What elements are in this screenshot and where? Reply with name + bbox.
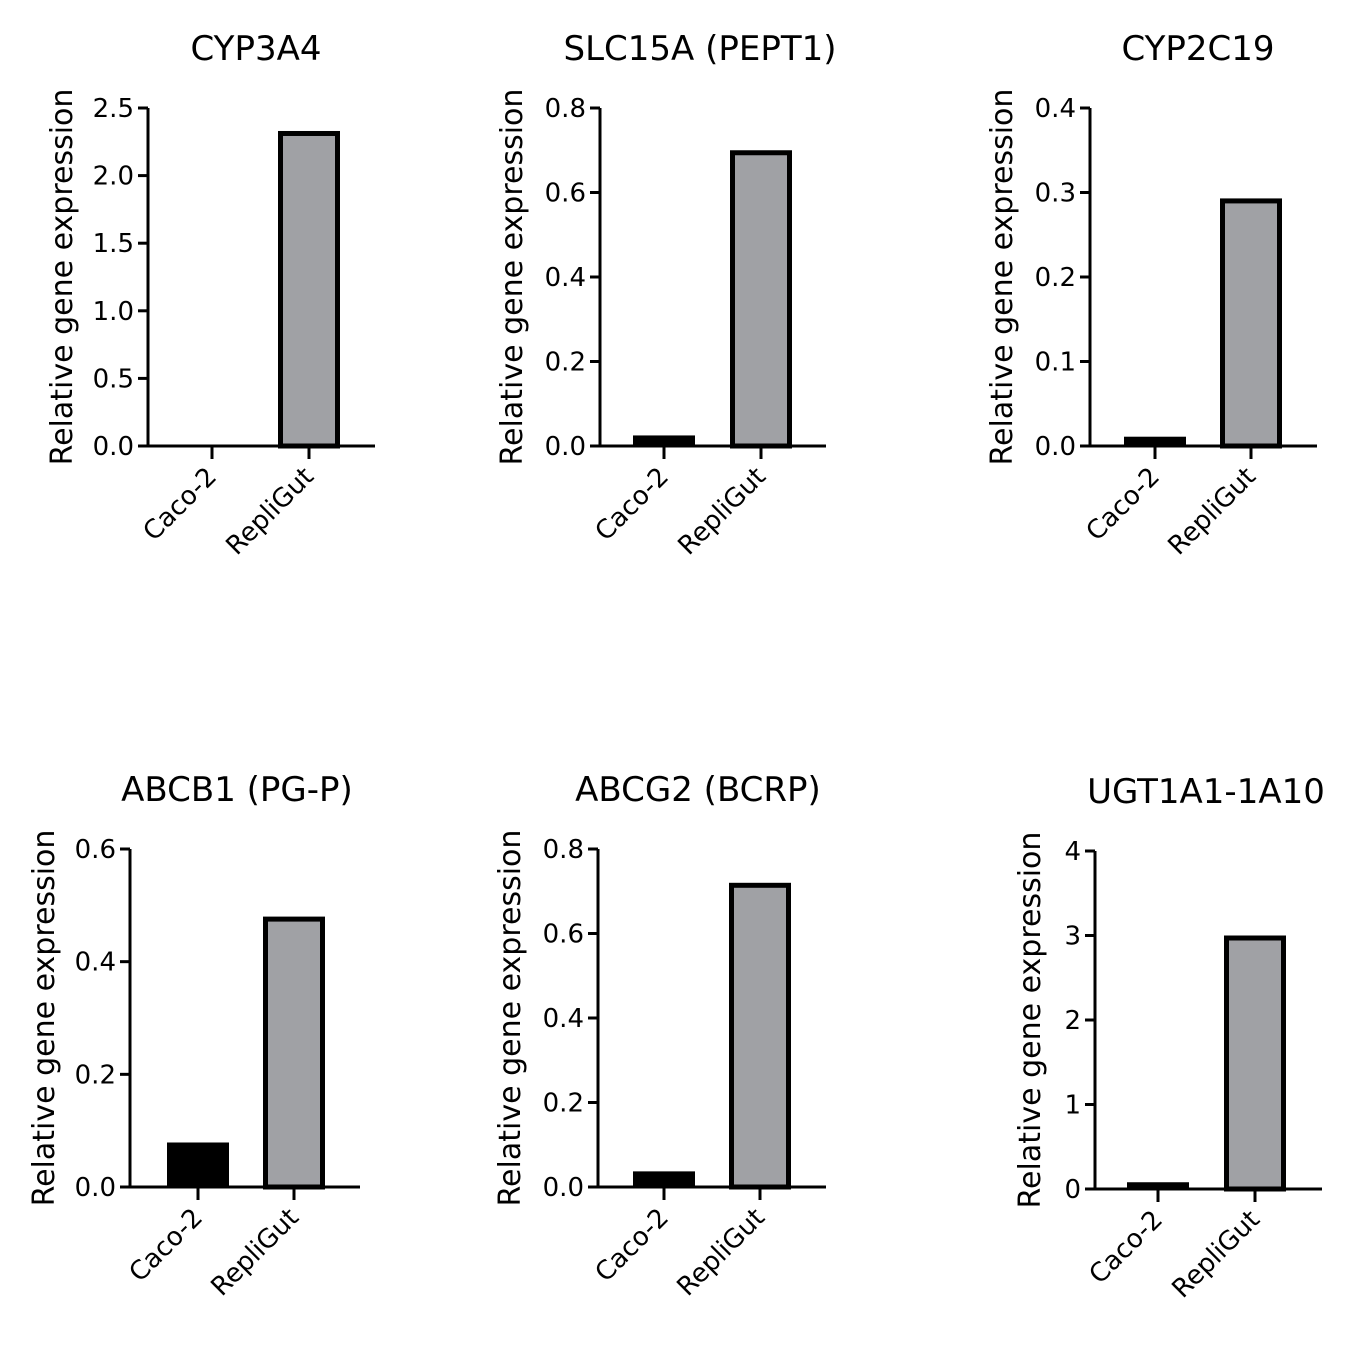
y-axis-label: Relative gene expression: [27, 830, 62, 1207]
chart-title: SLC15A (PEPT1): [563, 29, 836, 69]
chart-panel-1: CYP3A4 Relative gene expression 0.0 0.5 1.0 1…: [45, 29, 375, 561]
chart-panel-4: ABCB1 (PG-P) Relative gene expression 0.0 0…: [27, 770, 360, 1302]
y-tick-label: 2.5: [93, 94, 134, 124]
y-tick-label: 0.0: [543, 1173, 584, 1203]
chart-panel-3: CYP2C19 Relative gene expression 0.0 0.1 0.2…: [985, 29, 1317, 561]
y-tick-label: 0.0: [1035, 432, 1076, 462]
chart-title: UGT1A1-1A10: [1087, 772, 1325, 812]
y-tick-label: 1: [1064, 1091, 1081, 1121]
y-tick-label: 0.5: [93, 364, 134, 394]
bar-repligut: [263, 916, 325, 1190]
x-tick-label: Caco-2: [1081, 462, 1166, 547]
y-tick-label: 3: [1064, 922, 1081, 952]
y-axis-label: Relative gene expression: [985, 89, 1020, 466]
x-tick-label: RepliGut: [671, 1203, 770, 1302]
y-tick-label: 0.2: [545, 348, 586, 378]
y-tick-label: 0.0: [75, 1173, 116, 1203]
x-tick-label: Caco-2: [1084, 1205, 1169, 1290]
x-tick-label: RepliGut: [1162, 462, 1261, 561]
y-axis-label: Relative gene expression: [45, 89, 80, 466]
chart-title: CYP2C19: [1121, 29, 1274, 69]
bar-outline: [1124, 436, 1186, 446]
y-tick-label: 0.4: [545, 263, 586, 293]
y-tick-label: 1.0: [93, 297, 134, 327]
y-tick-label: 0.6: [543, 920, 584, 950]
y-tick-label: 0.8: [545, 94, 586, 124]
y-tick-label: 0.0: [93, 432, 134, 462]
y-tick-label: 2.0: [93, 162, 134, 192]
x-tick-label: RepliGut: [672, 462, 771, 561]
bar-outline: [633, 435, 695, 446]
x-tick-label: Caco-2: [124, 1203, 209, 1288]
y-tick-label: 0.4: [543, 1004, 584, 1034]
x-tick-label: RepliGut: [205, 1203, 304, 1302]
y-tick-label: 0.1: [1035, 348, 1076, 378]
y-tick-label: 0.4: [75, 948, 116, 978]
bar-repligut: [729, 882, 791, 1190]
bar-repligut: [1220, 198, 1282, 449]
chart-panel-5: ABCG2 (BCRP) Relative gene expression 0.0 0…: [493, 770, 826, 1302]
chart-panel-2: SLC15A (PEPT1) Relative gene expression 0.…: [495, 29, 837, 561]
chart-title: CYP3A4: [191, 29, 322, 69]
x-tick-label: Caco-2: [138, 462, 223, 547]
x-tick-label: RepliGut: [1166, 1205, 1265, 1304]
y-axis-label: Relative gene expression: [493, 830, 528, 1207]
bar-repligut: [730, 150, 792, 449]
y-tick-label: 1.5: [93, 229, 134, 259]
y-tick-label: 4: [1064, 837, 1081, 867]
y-axis-label: Relative gene expression: [495, 89, 530, 466]
chart-panel-6: UGT1A1-1A10 Relative gene expression 0 1 2 3 4…: [1013, 772, 1325, 1304]
bar-repligut: [1224, 935, 1286, 1192]
y-tick-label: 0.3: [1035, 179, 1076, 209]
bar-outline: [167, 1142, 229, 1187]
y-tick-label: 0.0: [545, 432, 586, 462]
y-tick-label: 0.2: [543, 1089, 584, 1119]
x-tick-label: RepliGut: [220, 462, 319, 561]
bar-repligut: [278, 130, 340, 449]
bar-outline: [633, 1171, 695, 1187]
y-axis-label: Relative gene expression: [1013, 832, 1048, 1209]
y-tick-label: 0.2: [1035, 263, 1076, 293]
y-tick-label: 0.4: [1035, 94, 1076, 124]
chart-title: ABCB1 (PG-P): [121, 770, 353, 810]
y-tick-label: 0.6: [75, 835, 116, 865]
y-tick-label: 0: [1064, 1175, 1081, 1205]
chart-title: ABCG2 (BCRP): [575, 770, 821, 810]
y-tick-label: 2: [1064, 1006, 1081, 1036]
x-tick-label: Caco-2: [590, 1203, 675, 1288]
bar-outline: [1127, 1182, 1189, 1189]
y-tick-label: 0.6: [545, 179, 586, 209]
y-tick-label: 0.2: [75, 1060, 116, 1090]
y-tick-label: 0.8: [543, 835, 584, 865]
x-tick-label: Caco-2: [590, 462, 675, 547]
